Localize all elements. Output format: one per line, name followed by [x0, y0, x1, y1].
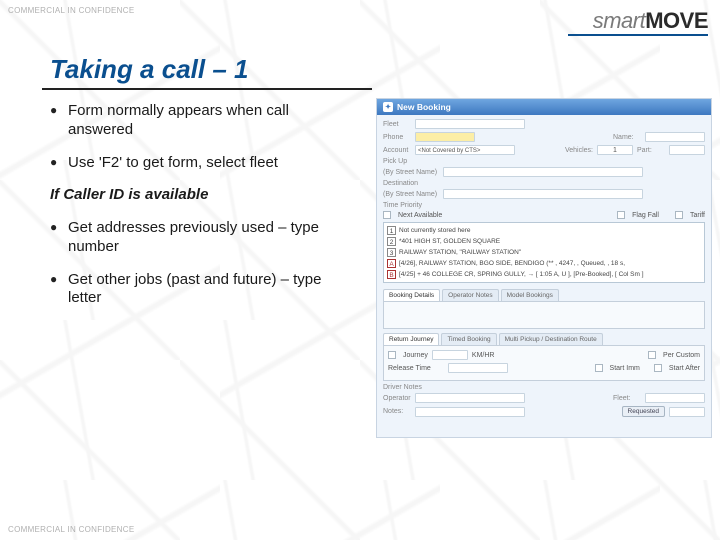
bullet-2: Use 'F2' to get form, select fleet: [50, 154, 350, 173]
section-driver-notes: Driver Notes: [383, 384, 705, 391]
label-per-custom: Per Custom: [663, 352, 700, 359]
journey-panel: Journey KM/HR Per Custom Release Time St…: [383, 345, 705, 381]
logo-underline: [568, 34, 708, 36]
bullet-subhead: If Caller ID is available: [50, 186, 350, 205]
label-start-imm: Start Imm: [610, 365, 640, 372]
release-time-input[interactable]: [448, 363, 508, 373]
window-titlebar: ✦ New Booking: [377, 99, 711, 115]
label-release-time: Release Time: [388, 365, 444, 372]
tab-model-bookings[interactable]: Model Bookings: [501, 289, 559, 301]
destination-input[interactable]: [443, 189, 643, 199]
checkbox-per-custom[interactable]: [648, 351, 656, 359]
list-item: 3RAILWAY STATION, "RAILWAY STATION": [387, 247, 701, 258]
section-destination: Destination: [383, 180, 705, 187]
journey-tabs: Return Journey Timed Booking Multi Picku…: [383, 333, 705, 345]
tab-multi-route[interactable]: Multi Pickup / Destination Route: [499, 333, 603, 345]
label-units: KM/HR: [472, 352, 495, 359]
label-account: Account: [383, 147, 411, 154]
bullet-1: Form normally appears when call answered: [50, 102, 350, 140]
bullet-4: Get other jobs (past and future) – type …: [50, 271, 350, 309]
logo-move: MOVE: [645, 8, 708, 33]
checkbox-start-after[interactable]: [654, 364, 662, 372]
classification-top: COMMERCIAL IN CONFIDENCE: [8, 6, 134, 15]
window-title-text: New Booking: [397, 102, 451, 112]
label-fleet: Fleet: [383, 121, 411, 128]
tab-timed-booking[interactable]: Timed Booking: [441, 333, 496, 345]
tab-operator-notes[interactable]: Operator Notes: [442, 289, 498, 301]
section-time: Time Priority: [383, 202, 705, 209]
label-street-pickup: (By Street Name): [383, 169, 439, 176]
slide-title: Taking a call – 1: [50, 54, 248, 85]
list-item: B[4/25] + 46 COLLEGE CR, SPRING GULLY, →…: [387, 269, 701, 280]
name-input[interactable]: [645, 132, 705, 142]
window-icon: ✦: [383, 102, 393, 112]
phone-input[interactable]: [415, 132, 475, 142]
label-vehicles: Vehicles:: [565, 147, 593, 154]
requested-button[interactable]: Requested: [622, 406, 665, 417]
checkbox-tariff[interactable]: [675, 211, 683, 219]
classification-bottom: COMMERCIAL IN CONFIDENCE: [8, 525, 134, 534]
checkbox-journey[interactable]: [388, 351, 396, 359]
label-start-after: Start After: [669, 365, 700, 372]
list-item: 2*401 HIGH ST, GOLDEN SQUARE: [387, 236, 701, 247]
bullet-3: Get addresses previously used – type num…: [50, 219, 350, 257]
label-tariff: Tariff: [690, 212, 705, 219]
label-fleet-2: Fleet:: [613, 395, 641, 402]
label-street-dest: (By Street Name): [383, 191, 439, 198]
operator-input[interactable]: [415, 393, 525, 403]
address-suggestion-list[interactable]: 1Not currently stored here 2*401 HIGH ST…: [383, 222, 705, 283]
logo-smart: smart: [593, 8, 646, 33]
tab-booking-details[interactable]: Booking Details: [383, 289, 440, 301]
section-pickup: Pick Up: [383, 158, 705, 165]
label-notes: Notes:: [383, 408, 411, 415]
vehicles-input[interactable]: 1: [597, 145, 633, 155]
list-item: A[4/26], RAILWAY STATION, BGO SIDE, BEND…: [387, 258, 701, 269]
label-phone: Phone: [383, 134, 411, 141]
brand-logo: smartMOVE: [593, 8, 708, 34]
part-input[interactable]: [669, 145, 705, 155]
list-item: 1Not currently stored here: [387, 225, 701, 236]
booking-form-screenshot: ✦ New Booking Fleet Phone Name: Account …: [376, 98, 712, 438]
account-select[interactable]: <Not Covered by CTS>: [415, 145, 515, 155]
fleet2-input[interactable]: [645, 393, 705, 403]
requested-input[interactable]: [669, 407, 705, 417]
title-rule: [42, 88, 372, 90]
bottom-detail-tabs: Booking Details Operator Notes Model Boo…: [383, 289, 705, 301]
checkbox-next-available[interactable]: [383, 211, 391, 219]
notes-input[interactable]: [415, 407, 525, 417]
label-next-available: Next Available: [398, 212, 442, 219]
bullet-list: Form normally appears when call answered…: [50, 102, 350, 322]
checkbox-start-imm[interactable]: [595, 364, 603, 372]
label-name: Name:: [613, 134, 641, 141]
label-flag-fall: Flag Fall: [632, 212, 659, 219]
fleet-input[interactable]: [415, 119, 525, 129]
label-operator: Operator: [383, 395, 411, 402]
journey-input[interactable]: [432, 350, 468, 360]
detail-panel: [383, 301, 705, 329]
tab-return-journey[interactable]: Return Journey: [383, 333, 439, 345]
label-journey: Journey: [403, 352, 428, 359]
label-part: Part:: [637, 147, 665, 154]
pickup-input[interactable]: [443, 167, 643, 177]
checkbox-flag-fall[interactable]: [617, 211, 625, 219]
